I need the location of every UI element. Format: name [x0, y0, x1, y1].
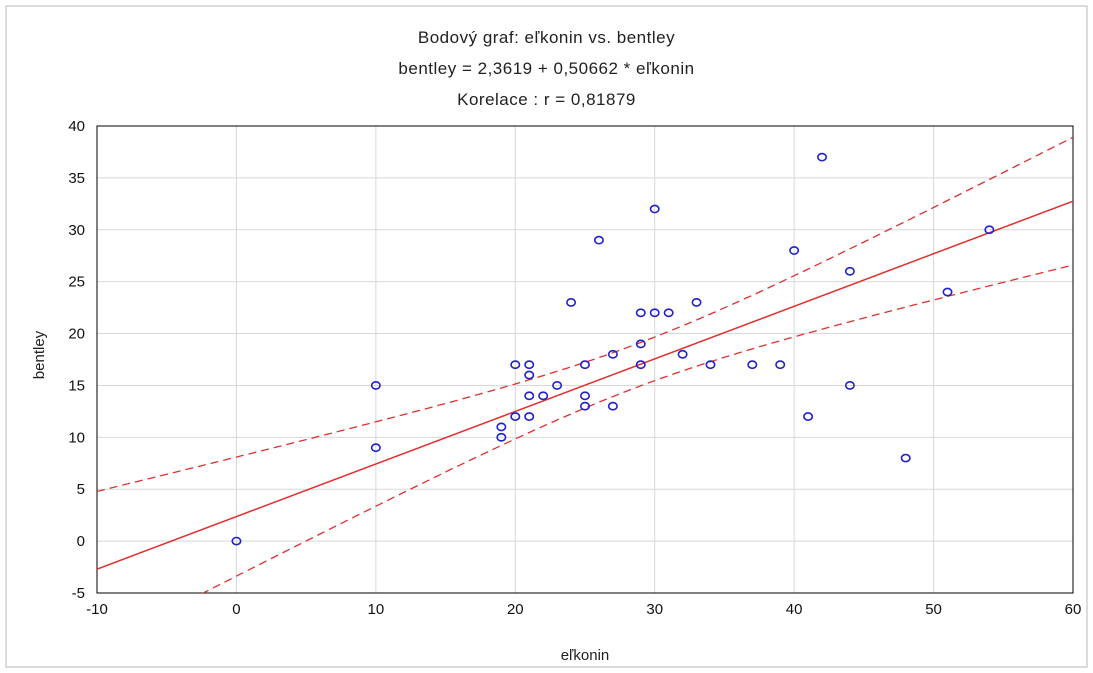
data-point [524, 360, 535, 370]
y-tick-labels: -5 0 5 10 15 20 25 30 35 40 [68, 118, 85, 602]
x-tick-label: 60 [1065, 601, 1082, 618]
data-point [510, 360, 521, 370]
y-tick-label: 35 [68, 170, 85, 187]
confidence-band-lower [201, 264, 1073, 593]
data-point [231, 536, 242, 546]
y-tick-label: 5 [77, 481, 85, 498]
data-point [496, 422, 507, 432]
data-point [984, 225, 995, 235]
x-tick-label: 30 [646, 601, 663, 618]
data-point [817, 152, 828, 162]
x-tick-labels: -10 0 10 20 30 40 50 60 [86, 601, 1081, 618]
y-tick-label: 20 [68, 326, 85, 343]
x-tick-label: 50 [925, 601, 942, 618]
y-tick-label: 10 [68, 429, 85, 446]
data-point [496, 432, 507, 442]
data-point [789, 246, 800, 255]
chart-title: Bodový graf: eľkonin vs. bentley [417, 28, 676, 47]
data-point [803, 412, 814, 421]
data-point [663, 308, 674, 318]
confidence-band [97, 136, 1073, 593]
outer-border [5, 5, 1088, 668]
data-point [370, 381, 381, 390]
x-tick-label: 0 [232, 601, 240, 618]
data-point [844, 266, 855, 276]
grid [96, 125, 1074, 594]
data-point [649, 308, 660, 318]
data-point [524, 370, 535, 380]
y-tick-label: -5 [72, 585, 85, 602]
data-point [649, 204, 660, 214]
data-point [942, 287, 953, 297]
data-point [552, 381, 563, 390]
data-point [593, 235, 604, 245]
correlation-annotation: Korelace : r = 0,81879 [457, 90, 636, 109]
x-tick-label: 20 [507, 601, 524, 618]
data-point [538, 391, 549, 401]
data-point [566, 298, 577, 307]
plot-area-border [96, 125, 1074, 594]
data-point [900, 453, 911, 463]
data-point [775, 360, 786, 370]
x-tick-label: 40 [786, 601, 803, 618]
data-point [579, 391, 590, 401]
data-point [579, 401, 590, 411]
data-points [231, 152, 995, 546]
data-point [635, 339, 646, 349]
data-point [677, 349, 688, 359]
y-tick-label: 40 [68, 118, 85, 135]
y-tick-label: 25 [68, 274, 85, 291]
confidence-band-upper [97, 136, 1073, 493]
x-tick-label: 10 [368, 601, 385, 618]
y-tick-label: 15 [68, 377, 85, 394]
data-point [524, 391, 535, 401]
data-point [607, 401, 618, 411]
regression-line-group [97, 200, 1073, 570]
data-point [705, 360, 716, 370]
x-tick-label: -10 [86, 601, 108, 618]
data-point [691, 298, 702, 307]
data-point [524, 412, 535, 421]
data-point [607, 349, 618, 359]
y-tick-label: 0 [77, 533, 85, 550]
data-point [747, 360, 758, 370]
data-point [635, 308, 646, 318]
data-point [844, 381, 855, 390]
y-axis-label: bentley [31, 330, 48, 379]
x-axis-label: eľkonin [561, 647, 610, 664]
regression-equation: bentley = 2,3619 + 0,50662 * eľkonin [398, 59, 695, 78]
data-point [370, 443, 381, 453]
regression-line [97, 200, 1073, 570]
data-point [510, 412, 521, 421]
y-tick-label: 30 [68, 222, 85, 239]
data-point [579, 360, 590, 370]
data-point [635, 360, 646, 370]
